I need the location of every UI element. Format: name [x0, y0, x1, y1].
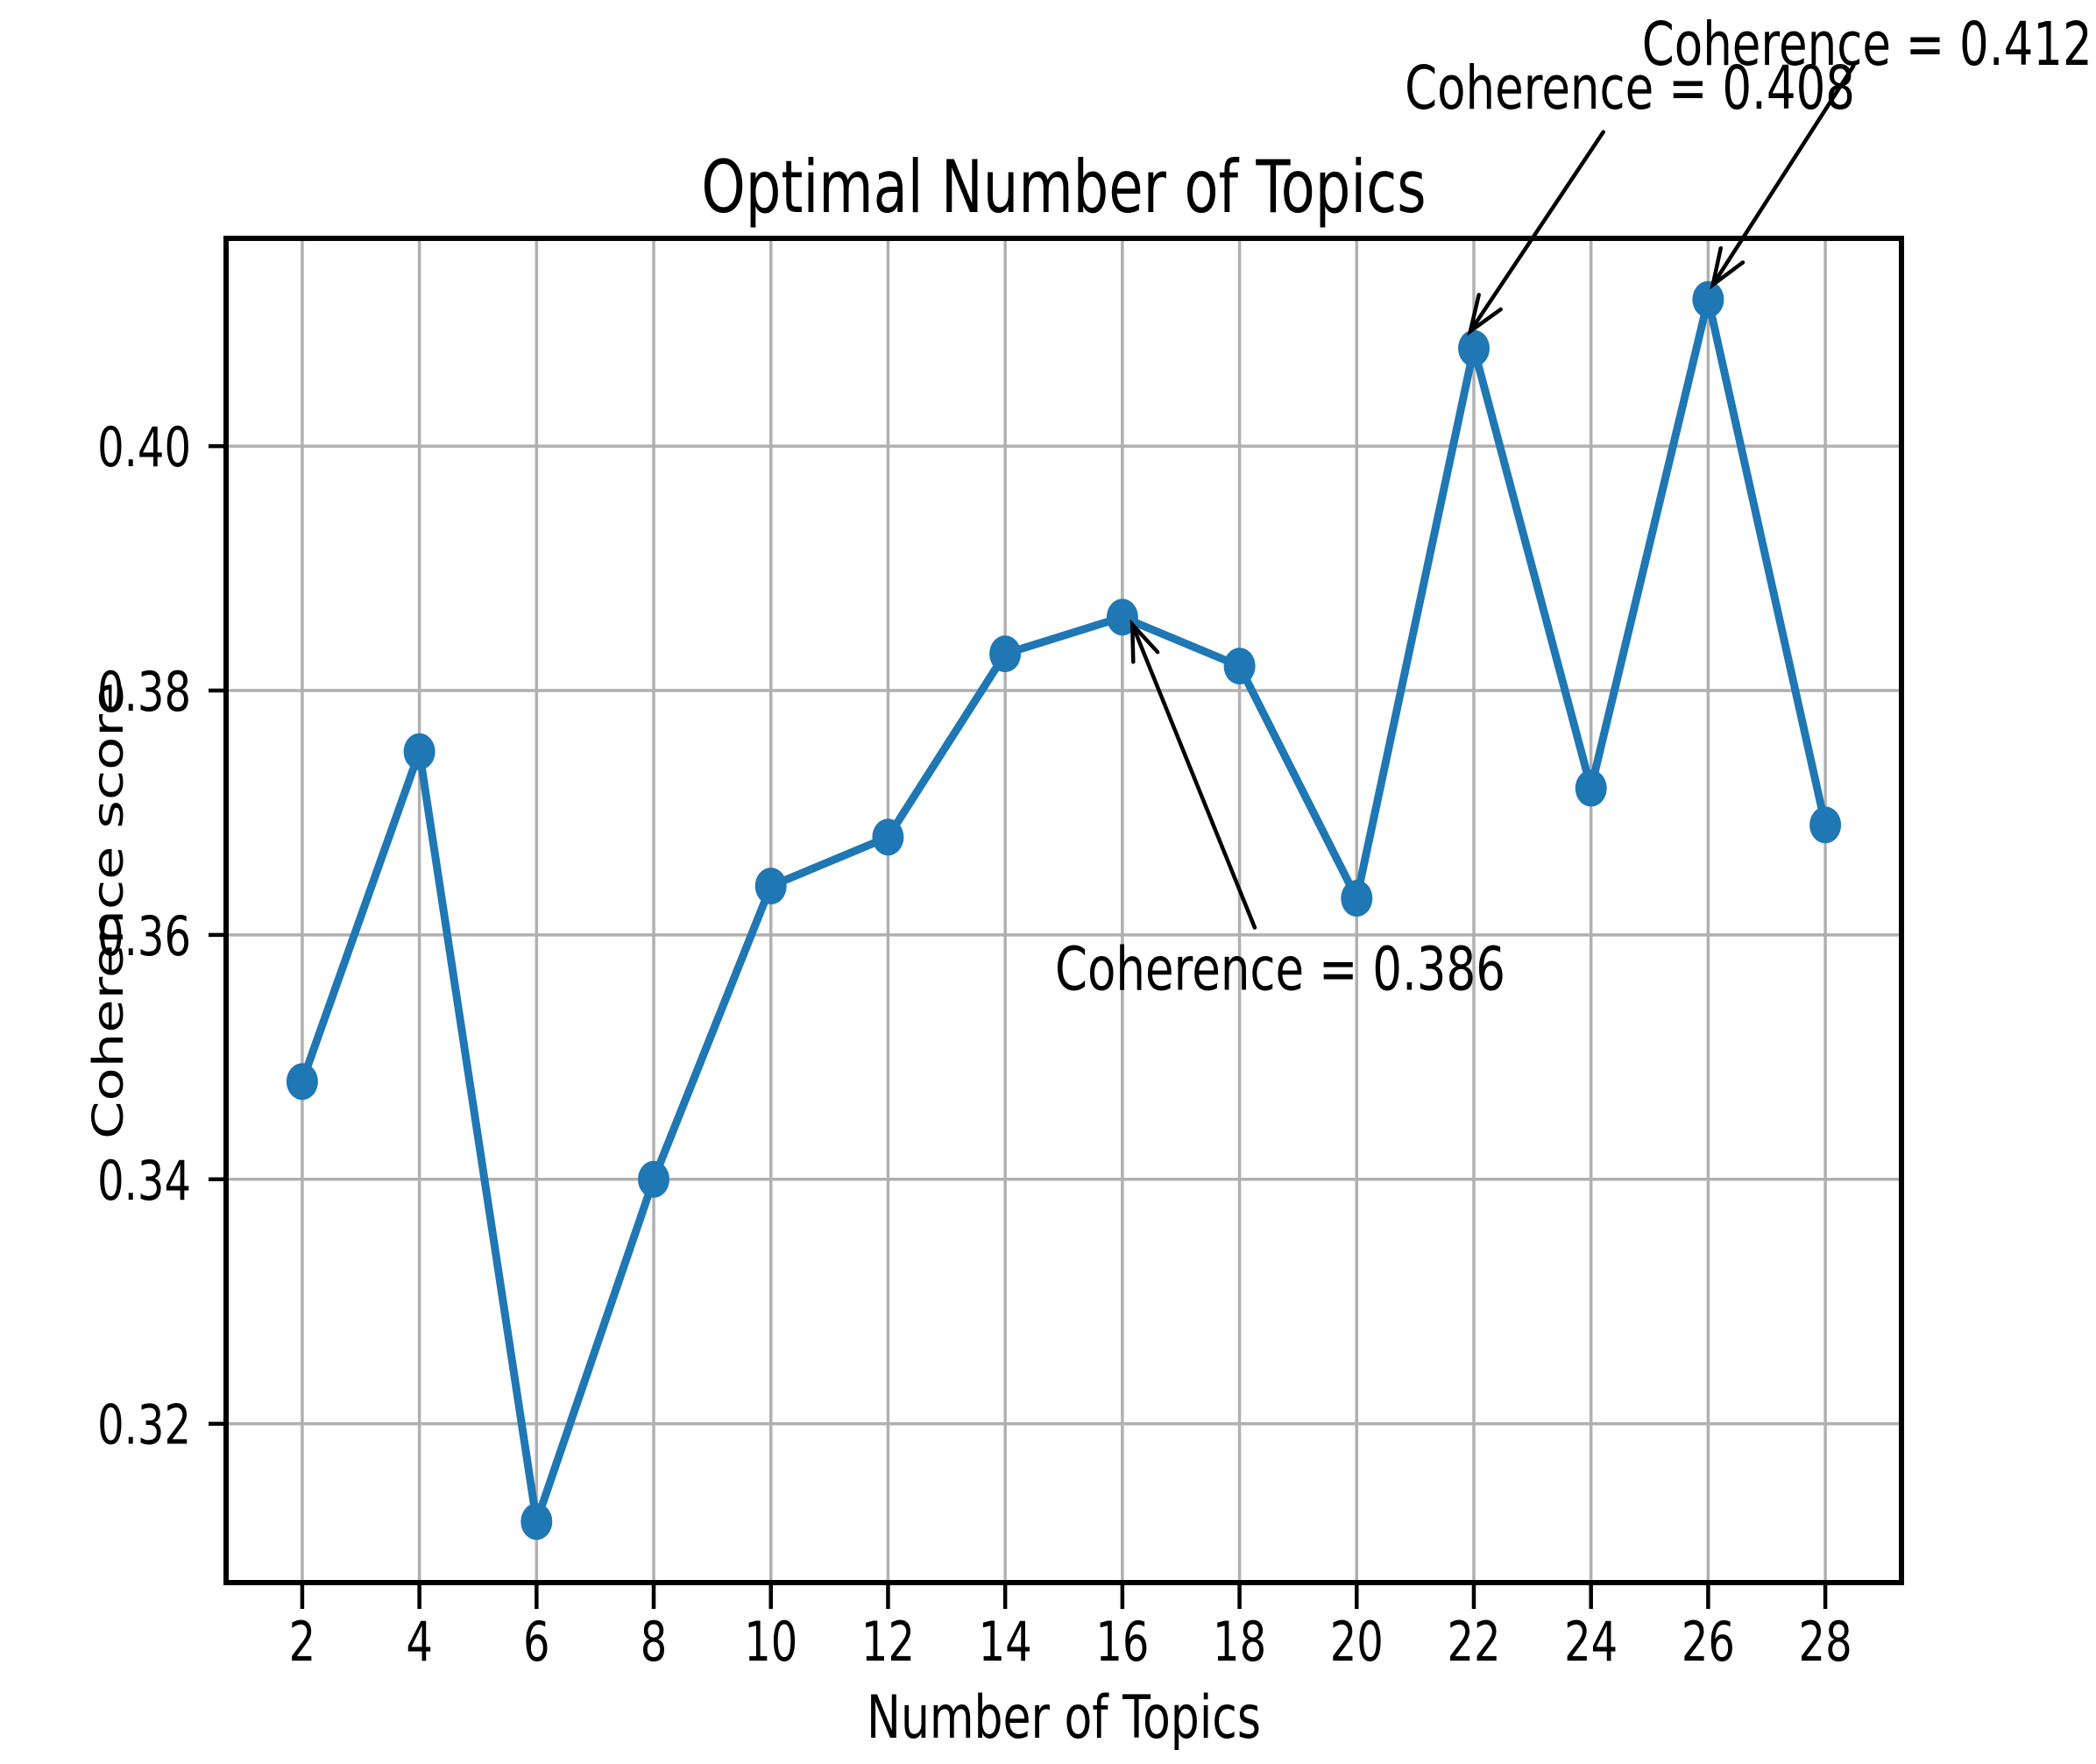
x-tick-label: 18 — [1213, 1611, 1266, 1675]
x-tick-label: 16 — [1095, 1611, 1149, 1675]
x-tick-label: 10 — [744, 1611, 797, 1675]
y-tick-label: 0.36 — [97, 905, 191, 969]
y-tick-label: 0.34 — [97, 1150, 191, 1214]
data-point-marker — [1223, 648, 1256, 685]
x-axis-label: Number of Topics — [867, 1683, 1261, 1752]
y-tick-label: 0.32 — [97, 1394, 191, 1458]
annotation-label-coherence-0386: Coherence = 0.386 — [1055, 935, 1505, 1005]
y-axis-label: Coherence score — [84, 682, 133, 1139]
data-point-marker — [286, 1063, 318, 1101]
annotation-label-coherence-0408: Coherence = 0.408 — [1405, 53, 1855, 124]
y-tick-label: 0.40 — [97, 416, 191, 480]
annotation-arrow-shaft — [1712, 64, 1856, 284]
x-tick-label: 28 — [1799, 1611, 1852, 1675]
annotation-arrows-layer — [1129, 64, 1856, 930]
annotation-arrow-shaft — [1469, 130, 1605, 330]
data-point-marker — [1692, 280, 1724, 318]
annotation-arrowhead — [1467, 293, 1503, 337]
grid-layer — [226, 238, 1901, 1583]
x-tick-label: 20 — [1330, 1611, 1384, 1675]
plot-border — [223, 236, 1904, 1585]
x-tick-label: 8 — [641, 1611, 668, 1675]
data-point-marker — [1575, 769, 1607, 807]
data-point-marker — [1341, 880, 1373, 917]
data-point-marker — [403, 733, 435, 770]
data-point-marker — [872, 818, 904, 856]
annotation-label-coherence-0412: Coherence = 0.412 — [1642, 10, 2092, 80]
axes-layer: 2 4 6 8 10 12 14 16 18 20 22 24 26 280.320.340.360.38… — [97, 236, 1904, 1675]
annotation-arrow-shaft — [1131, 626, 1257, 930]
data-point-marker — [1458, 329, 1490, 367]
data-point-marker — [989, 635, 1022, 673]
data-point-marker — [520, 1503, 553, 1541]
x-tick-label: 6 — [523, 1611, 550, 1675]
x-tick-label: 22 — [1447, 1611, 1500, 1675]
annotation-arrowhead — [1129, 619, 1160, 664]
coherence-line — [298, 295, 1830, 1526]
x-tick-label: 24 — [1564, 1611, 1618, 1675]
data-point-marker — [1106, 599, 1138, 636]
data-point-marker — [638, 1160, 669, 1198]
data-point-marker — [1809, 806, 1842, 844]
x-tick-label: 2 — [289, 1611, 316, 1675]
annotation-arrowhead — [1710, 245, 1745, 290]
coherence-series — [286, 280, 1842, 1541]
chart-title: Optimal Number of Topics — [701, 145, 1426, 230]
x-tick-label: 12 — [861, 1611, 915, 1675]
y-tick-label: 0.38 — [97, 661, 191, 725]
data-point-marker — [754, 868, 787, 905]
x-tick-label: 4 — [406, 1611, 433, 1675]
x-tick-label: 14 — [979, 1611, 1032, 1675]
x-tick-label: 26 — [1682, 1611, 1735, 1675]
